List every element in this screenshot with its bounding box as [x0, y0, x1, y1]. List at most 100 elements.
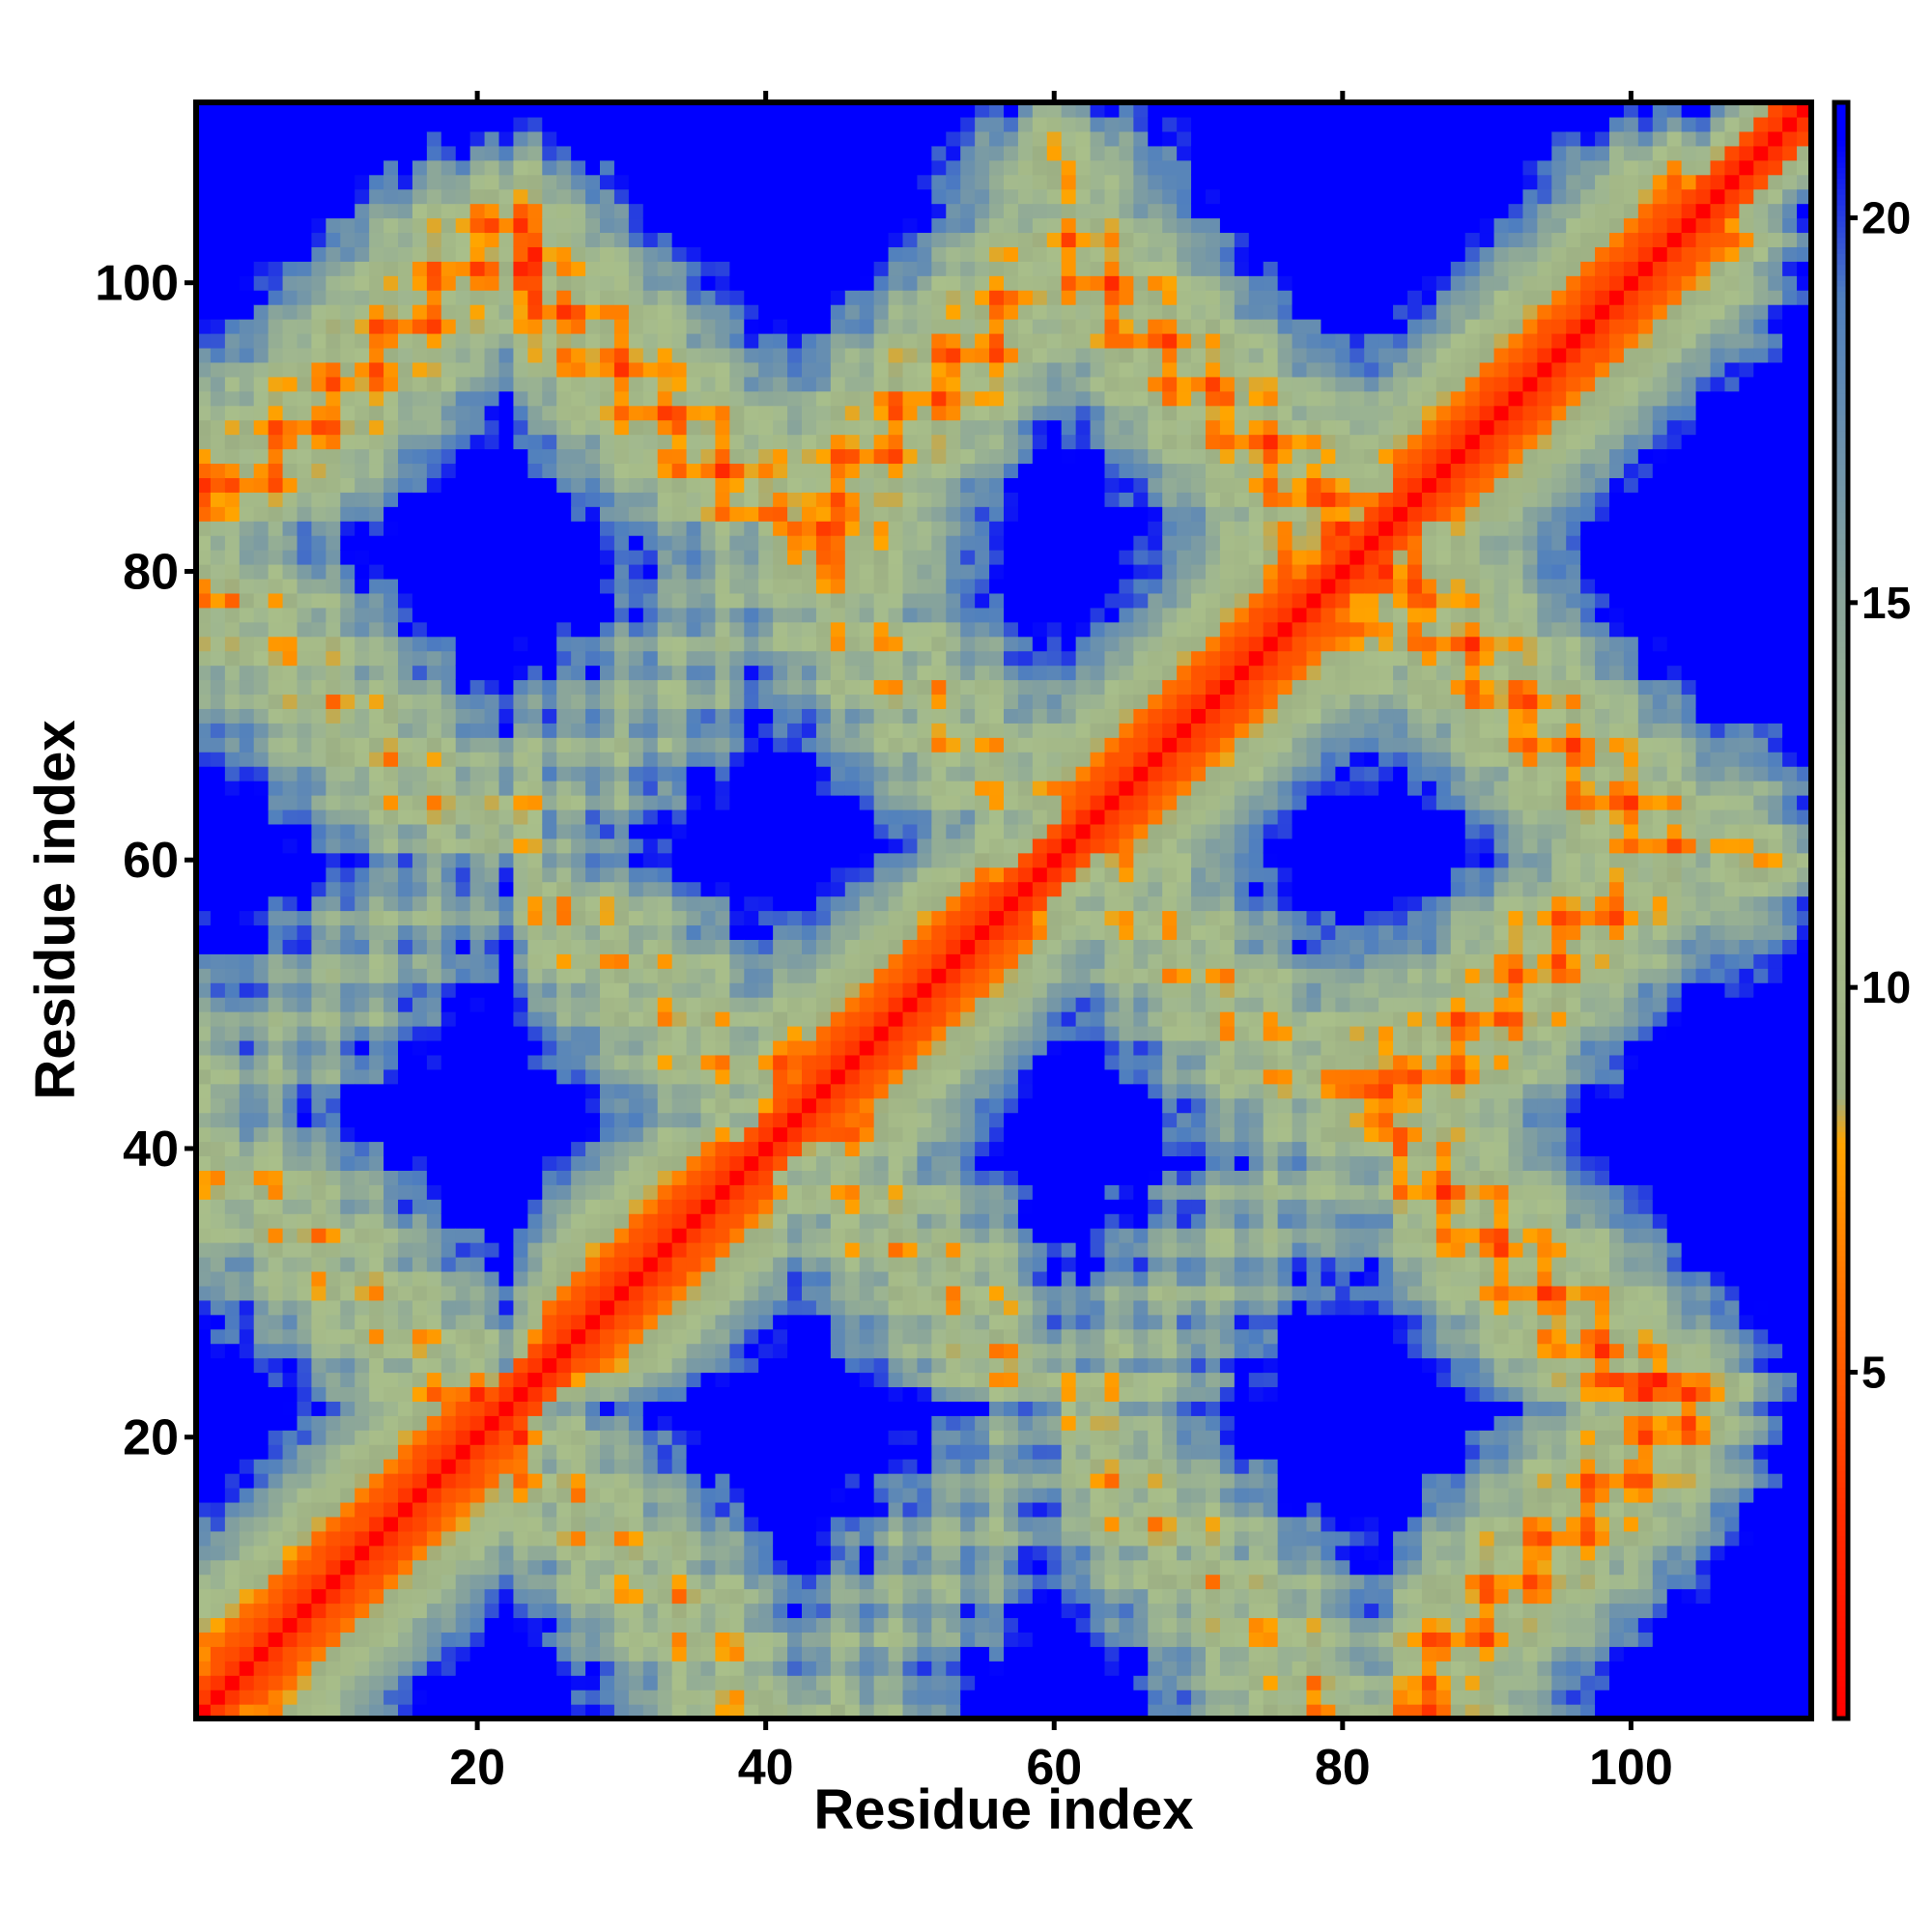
heatmap-cell: [628, 1199, 644, 1214]
heatmap-cell: [773, 1199, 788, 1214]
heatmap-cell: [729, 823, 745, 839]
heatmap-cell: [585, 333, 601, 349]
heatmap-cell: [239, 1299, 255, 1316]
heatmap-cell: [196, 232, 212, 247]
heatmap-cell: [326, 1184, 341, 1200]
heatmap-cell: [282, 145, 298, 161]
heatmap-cell: [311, 1170, 327, 1185]
heatmap-cell: [802, 1603, 817, 1619]
heatmap-cell: [484, 650, 500, 667]
heatmap-cell: [412, 997, 428, 1012]
heatmap-cell: [642, 232, 659, 247]
heatmap-cell: [355, 895, 370, 912]
heatmap-cell: [455, 1097, 471, 1114]
heatmap-cell: [426, 1675, 442, 1690]
heatmap-cell: [355, 1257, 370, 1272]
heatmap-cell: [571, 708, 586, 724]
heatmap-cell: [426, 477, 442, 493]
heatmap-cell: [802, 1343, 817, 1359]
heatmap-cell: [239, 895, 255, 912]
heatmap-cell: [556, 650, 572, 667]
heatmap-cell: [355, 823, 370, 839]
heatmap-cell: [455, 1516, 471, 1532]
heatmap-cell: [787, 997, 803, 1012]
heatmap-cell: [369, 1559, 384, 1576]
heatmap-cell: [297, 506, 313, 522]
heatmap-cell: [469, 982, 486, 998]
heatmap-cell: [773, 607, 788, 623]
heatmap-cell: [613, 781, 630, 796]
heatmap-cell: [498, 781, 515, 796]
heatmap-cell: [628, 1170, 644, 1185]
heatmap-cell: [384, 1588, 399, 1605]
heatmap-cell: [253, 1704, 270, 1719]
heatmap-cell: [773, 1257, 788, 1272]
heatmap-cell: [773, 1228, 788, 1243]
heatmap-cell: [802, 506, 817, 522]
heatmap-cell: [527, 1054, 543, 1070]
heatmap-cell: [282, 550, 298, 565]
heatmap-cell: [484, 607, 500, 623]
heatmap-cell: [426, 679, 442, 696]
heatmap-cell: [744, 1083, 759, 1099]
heatmap-cell: [355, 578, 370, 594]
heatmap-cell: [426, 1328, 442, 1345]
heatmap-cell: [628, 1097, 644, 1114]
heatmap-cell: [498, 1054, 515, 1070]
heatmap-cell: [715, 910, 730, 926]
heatmap-cell: [830, 1603, 846, 1619]
heatmap-cell: [600, 752, 615, 767]
heatmap-cell: [744, 304, 759, 320]
heatmap-cell: [355, 463, 370, 478]
heatmap-cell: [815, 752, 832, 767]
heatmap-cell: [384, 1112, 399, 1128]
heatmap-cell: [700, 1574, 717, 1590]
heatmap-cell: [513, 1184, 528, 1200]
heatmap-cell: [700, 1126, 717, 1143]
heatmap-cell: [253, 1488, 270, 1503]
heatmap-cell: [700, 477, 717, 493]
heatmap-cell: [815, 405, 832, 421]
heatmap-cell: [556, 1516, 572, 1532]
heatmap-cell: [571, 188, 586, 205]
heatmap-cell: [542, 159, 557, 176]
heatmap-cell: [469, 939, 486, 954]
heatmap-cell: [758, 1242, 774, 1258]
heatmap-cell: [571, 535, 586, 551]
heatmap-cell: [412, 174, 428, 190]
heatmap-cell: [715, 1415, 730, 1431]
heatmap-cell: [613, 174, 630, 190]
heatmap-cell: [210, 1661, 226, 1676]
heatmap-cell: [239, 982, 255, 998]
heatmap-cell: [440, 621, 457, 638]
heatmap-cell: [700, 550, 717, 565]
heatmap-cell: [469, 708, 486, 724]
heatmap-cell: [355, 188, 370, 205]
heatmap-cell: [585, 463, 601, 478]
heatmap-cell: [628, 809, 644, 825]
heatmap-cell: [787, 1559, 803, 1576]
heatmap-cell: [268, 1501, 284, 1518]
heatmap-cell: [398, 1574, 413, 1590]
heatmap-cell: [484, 361, 500, 378]
heatmap-cell: [642, 1285, 659, 1301]
heatmap-cell: [585, 1299, 601, 1316]
heatmap-cell: [715, 203, 730, 219]
heatmap-cell: [268, 333, 284, 349]
heatmap-cell: [556, 261, 572, 276]
heatmap-cell: [657, 1661, 673, 1676]
heatmap-cell: [282, 1704, 298, 1719]
heatmap-cell: [556, 1646, 572, 1662]
heatmap-cell: [282, 1039, 298, 1056]
heatmap-cell: [311, 1213, 327, 1229]
heatmap-cell: [715, 1184, 730, 1200]
heatmap-cell: [440, 852, 457, 868]
heatmap-cell: [484, 1401, 500, 1416]
heatmap-cell: [282, 1444, 298, 1460]
heatmap-cell: [613, 1675, 630, 1690]
heatmap-cell: [657, 997, 673, 1012]
heatmap-cell: [326, 1126, 341, 1143]
heatmap-cell: [455, 1401, 471, 1416]
heatmap-cell: [369, 665, 384, 681]
heatmap-cell: [600, 1675, 615, 1690]
